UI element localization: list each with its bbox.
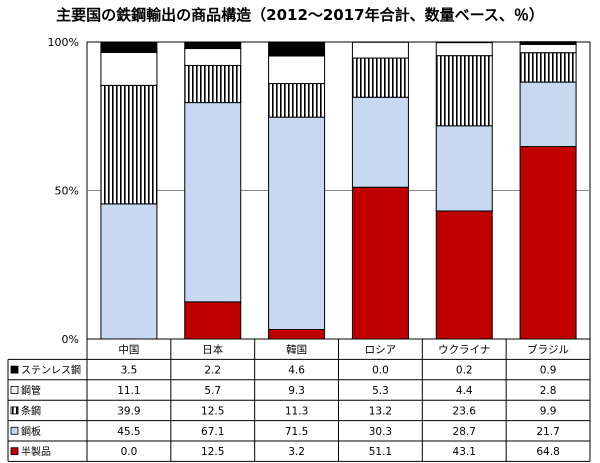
bar-segment <box>100 41 158 53</box>
bar-segment <box>435 210 493 340</box>
bar-segment <box>351 186 409 340</box>
data-label: 9.9 <box>540 405 557 417</box>
bar-segment <box>519 81 577 148</box>
data-label: 13.2 <box>369 405 392 417</box>
data-label: 5.7 <box>204 385 221 397</box>
bar-segment <box>351 41 409 59</box>
data-label: 23.6 <box>453 405 477 417</box>
legend-label: 半製品 <box>21 445 51 458</box>
category-label: ロシア <box>365 344 397 356</box>
data-label: 11.1 <box>117 385 140 397</box>
data-label: 0.0 <box>372 365 389 377</box>
data-label: 67.1 <box>201 426 224 438</box>
data-label: 28.7 <box>453 426 476 438</box>
category-label: 中国 <box>118 343 139 356</box>
data-label: 71.5 <box>285 426 308 438</box>
y-tick-label: 50% <box>55 185 79 198</box>
y-tick-label: 100% <box>48 36 79 49</box>
y-tick-label: 0% <box>62 333 79 346</box>
data-label: 64.8 <box>536 446 559 458</box>
data-label: 39.9 <box>117 405 140 417</box>
data-label: 43.1 <box>453 446 476 458</box>
legend-label: 鋼管 <box>21 384 41 397</box>
data-label: 30.3 <box>369 426 392 438</box>
legend-swatch <box>10 386 19 394</box>
legend-swatch <box>10 406 19 415</box>
bar-segment <box>519 41 577 45</box>
bar-segment <box>351 96 409 188</box>
category-label: 日本 <box>202 343 223 356</box>
bar-segment <box>268 41 326 57</box>
data-label: 4.6 <box>288 365 305 377</box>
legend-label: ステンレス鋼 <box>21 364 81 377</box>
data-label: 0.9 <box>540 365 557 377</box>
category-label: 韓国 <box>286 344 307 356</box>
bar-segment <box>519 43 577 54</box>
bar-segment <box>184 48 242 66</box>
legend-swatch <box>10 426 19 435</box>
bar-segment <box>435 42 493 57</box>
chart-title: 主要国の鉄鋼輸出の商品構造（2012～2017年合計、数量ベース、％） <box>56 6 544 24</box>
bar-segment <box>435 55 493 127</box>
bar-segment <box>184 64 242 104</box>
bar-segment <box>435 41 493 44</box>
data-label: 11.3 <box>285 405 308 417</box>
data-label: 3.5 <box>121 365 138 377</box>
bar-segment <box>100 51 158 86</box>
data-label: 12.5 <box>201 405 224 417</box>
data-label: 3.2 <box>288 446 305 458</box>
bar-segment <box>519 146 577 340</box>
data-label: 2.2 <box>204 365 221 377</box>
bar-segment <box>100 84 158 205</box>
data-label: 2.8 <box>540 385 557 397</box>
bar-segment <box>100 203 158 340</box>
bar-segment <box>268 55 326 85</box>
bar-segment <box>184 102 242 303</box>
data-label: 4.4 <box>456 385 473 397</box>
data-label: 5.3 <box>372 385 389 397</box>
data-label: 0.0 <box>121 446 138 458</box>
data-label: 12.5 <box>201 446 224 458</box>
data-label: 9.3 <box>288 385 305 397</box>
data-label: 0.2 <box>456 365 473 377</box>
data-label: 21.7 <box>536 426 559 438</box>
bar-segment <box>351 57 409 98</box>
bar-segment <box>268 83 326 118</box>
bar-segment <box>268 328 326 340</box>
bar-segment <box>184 41 242 50</box>
legend-label: 条鋼 <box>21 404 41 417</box>
bar-segment <box>519 52 577 83</box>
data-label: 45.5 <box>117 426 140 438</box>
legend-label: 鋼板 <box>21 425 41 438</box>
category-label: ウクライナ <box>438 344 490 356</box>
bar-segment <box>184 301 242 340</box>
bar-segment <box>435 125 493 212</box>
bar-segment <box>268 116 326 330</box>
legend-swatch <box>10 365 19 374</box>
category-label: ブラジル <box>527 343 569 356</box>
data-label: 51.1 <box>369 446 392 458</box>
legend-swatch <box>10 447 19 456</box>
